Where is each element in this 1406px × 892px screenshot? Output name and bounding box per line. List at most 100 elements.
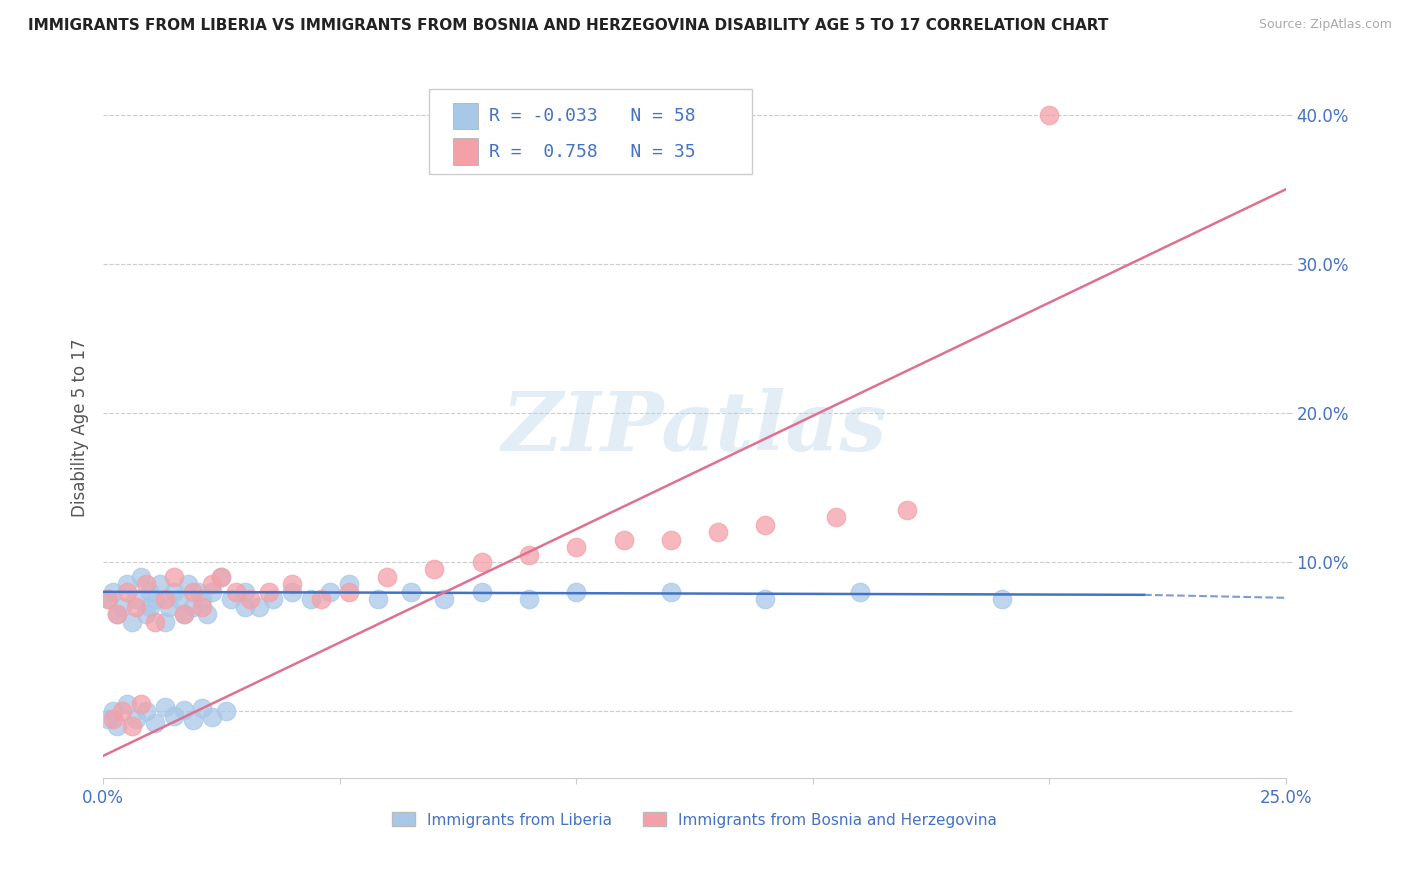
Point: [181, 599, 204, 614]
Point: [565, 540, 588, 554]
Point: [209, 570, 232, 584]
Point: [153, 699, 176, 714]
Point: [125, 712, 148, 726]
Point: [1038, 108, 1060, 122]
Point: [167, 592, 190, 607]
Point: [129, 697, 152, 711]
Point: [262, 592, 284, 607]
Point: [135, 704, 157, 718]
Point: [101, 585, 124, 599]
Point: [101, 704, 124, 718]
Point: [153, 592, 176, 607]
Point: [517, 592, 540, 607]
Point: [187, 585, 209, 599]
Point: [173, 607, 195, 622]
Point: [97, 592, 120, 607]
Point: [754, 517, 776, 532]
Point: [111, 704, 134, 718]
Point: [97, 592, 120, 607]
Point: [135, 577, 157, 591]
Point: [281, 577, 304, 591]
Point: [257, 585, 280, 599]
Point: [135, 607, 157, 622]
Point: [115, 577, 138, 591]
Point: [233, 599, 256, 614]
Point: [115, 585, 138, 599]
Point: [707, 525, 730, 540]
Point: [825, 510, 848, 524]
Point: [115, 697, 138, 711]
Point: [181, 713, 204, 727]
Point: [337, 577, 360, 591]
Point: [195, 607, 218, 622]
Point: [105, 607, 128, 622]
Point: [337, 585, 360, 599]
Point: [125, 599, 148, 614]
Point: [517, 548, 540, 562]
Point: [399, 585, 422, 599]
Point: [181, 585, 204, 599]
Point: [191, 599, 214, 614]
Point: [849, 585, 872, 599]
Point: [471, 555, 494, 569]
Text: ZIPatlas: ZIPatlas: [502, 388, 887, 467]
Point: [612, 533, 634, 547]
Point: [375, 570, 398, 584]
Legend: Immigrants from Liberia, Immigrants from Bosnia and Herzegovina: Immigrants from Liberia, Immigrants from…: [387, 806, 1002, 834]
Point: [659, 585, 682, 599]
Point: [754, 592, 776, 607]
Point: [125, 592, 148, 607]
Point: [173, 607, 195, 622]
Point: [121, 719, 143, 733]
Point: [309, 592, 332, 607]
Point: [121, 615, 143, 629]
Text: Source: ZipAtlas.com: Source: ZipAtlas.com: [1258, 18, 1392, 31]
Point: [143, 716, 166, 731]
Point: [105, 607, 128, 622]
Point: [896, 503, 918, 517]
Point: [247, 599, 270, 614]
Point: [143, 592, 166, 607]
Point: [225, 585, 247, 599]
Point: [299, 592, 322, 607]
Point: [163, 570, 186, 584]
Point: [991, 592, 1014, 607]
Point: [201, 585, 224, 599]
Point: [101, 712, 124, 726]
Point: [201, 710, 224, 724]
Point: [97, 712, 120, 726]
Text: R = -0.033   N = 58: R = -0.033 N = 58: [489, 107, 696, 125]
Point: [423, 562, 446, 576]
Point: [177, 577, 200, 591]
Text: IMMIGRANTS FROM LIBERIA VS IMMIGRANTS FROM BOSNIA AND HERZEGOVINA DISABILITY AGE: IMMIGRANTS FROM LIBERIA VS IMMIGRANTS FR…: [28, 18, 1108, 33]
Point: [191, 592, 214, 607]
Point: [565, 585, 588, 599]
Point: [233, 585, 256, 599]
Point: [367, 592, 389, 607]
Point: [149, 577, 172, 591]
Point: [433, 592, 456, 607]
Point: [129, 570, 152, 584]
Point: [163, 585, 186, 599]
Point: [139, 599, 162, 614]
Point: [215, 704, 238, 718]
Point: [219, 592, 242, 607]
Point: [239, 592, 262, 607]
Point: [471, 585, 494, 599]
Point: [191, 701, 214, 715]
Point: [153, 615, 176, 629]
Point: [209, 570, 232, 584]
Point: [157, 599, 180, 614]
Point: [201, 577, 224, 591]
Point: [111, 599, 134, 614]
Point: [659, 533, 682, 547]
Y-axis label: Disability Age 5 to 17: Disability Age 5 to 17: [72, 339, 89, 517]
Text: R =  0.758   N = 35: R = 0.758 N = 35: [489, 143, 696, 161]
Point: [173, 703, 195, 717]
Point: [163, 708, 186, 723]
Point: [281, 585, 304, 599]
Point: [319, 585, 342, 599]
Point: [105, 719, 128, 733]
Point: [139, 585, 162, 599]
Point: [143, 615, 166, 629]
